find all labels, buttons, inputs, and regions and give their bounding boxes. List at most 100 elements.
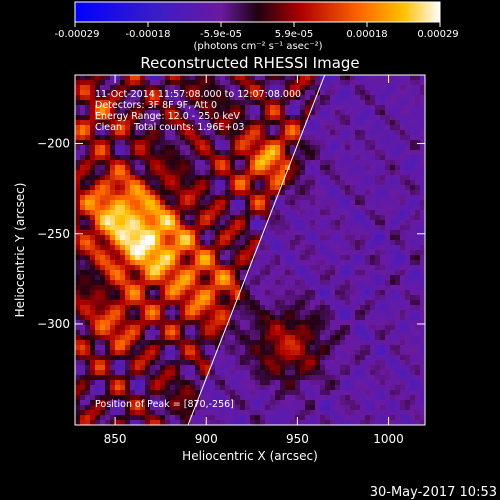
- heatmap-pixel: [325, 340, 331, 346]
- heatmap-pixel: [130, 225, 136, 231]
- heatmap-pixel: [110, 105, 116, 111]
- heatmap-pixel: [215, 150, 221, 156]
- heatmap-pixel: [415, 245, 421, 251]
- heatmap-pixel: [290, 240, 296, 246]
- heatmap-pixel: [230, 290, 236, 296]
- heatmap-pixel: [140, 100, 146, 106]
- heatmap-pixel: [405, 350, 411, 356]
- heatmap-pixel: [180, 335, 186, 341]
- heatmap-pixel: [135, 210, 141, 216]
- heatmap-pixel: [275, 260, 281, 266]
- heatmap-pixel: [105, 335, 111, 341]
- heatmap-pixel: [415, 90, 421, 96]
- heatmap-pixel: [120, 75, 126, 81]
- heatmap-pixel: [355, 75, 361, 81]
- heatmap-pixel: [235, 95, 241, 101]
- heatmap-pixel: [215, 330, 221, 336]
- heatmap-pixel: [385, 205, 391, 211]
- heatmap-pixel: [275, 350, 281, 356]
- heatmap-pixel: [320, 160, 326, 166]
- heatmap-pixel: [195, 175, 201, 181]
- heatmap-pixel: [375, 75, 381, 81]
- heatmap-pixel: [320, 270, 326, 276]
- heatmap-pixel: [370, 290, 376, 296]
- heatmap-pixel: [415, 390, 421, 396]
- heatmap-pixel: [215, 270, 221, 276]
- heatmap-pixel: [320, 415, 326, 421]
- heatmap-pixel: [90, 195, 96, 201]
- heatmap-pixel: [190, 315, 196, 321]
- heatmap-pixel: [125, 160, 131, 166]
- heatmap-pixel: [310, 220, 316, 226]
- heatmap-pixel: [110, 350, 116, 356]
- heatmap-pixel: [325, 285, 331, 291]
- heatmap-pixel: [185, 195, 191, 201]
- heatmap-pixel: [180, 325, 186, 331]
- heatmap-pixel: [370, 85, 376, 91]
- heatmap-pixel: [360, 295, 366, 301]
- heatmap-pixel: [360, 125, 366, 131]
- heatmap-pixel: [305, 180, 311, 186]
- heatmap-pixel: [185, 90, 191, 96]
- heatmap-pixel: [170, 95, 176, 101]
- heatmap-pixel: [125, 325, 131, 331]
- heatmap-pixel: [410, 295, 416, 301]
- heatmap-pixel: [265, 155, 271, 161]
- heatmap-pixel: [360, 265, 366, 271]
- heatmap-pixel: [130, 90, 136, 96]
- heatmap-pixel: [100, 125, 106, 131]
- heatmap-pixel: [190, 220, 196, 226]
- heatmap-pixel: [405, 390, 411, 396]
- heatmap-pixel: [335, 105, 341, 111]
- heatmap-pixel: [325, 100, 331, 106]
- heatmap-pixel: [415, 275, 421, 281]
- heatmap-pixel: [75, 135, 81, 141]
- heatmap-pixel: [170, 180, 176, 186]
- heatmap-pixel: [245, 90, 251, 96]
- heatmap-pixel: [260, 420, 266, 425]
- heatmap-pixel: [340, 115, 346, 121]
- heatmap-pixel: [110, 285, 116, 291]
- heatmap-pixel: [395, 90, 401, 96]
- heatmap-pixel: [375, 200, 381, 206]
- heatmap-pixel: [410, 375, 416, 381]
- heatmap-pixel: [175, 265, 181, 271]
- heatmap-pixel: [290, 330, 296, 336]
- heatmap-pixel: [260, 135, 266, 141]
- heatmap-pixel: [105, 260, 111, 266]
- heatmap-pixel: [235, 110, 241, 116]
- heatmap-pixel: [95, 315, 101, 321]
- heatmap-pixel: [255, 130, 261, 136]
- heatmap-pixel: [230, 90, 236, 96]
- heatmap-pixel: [195, 100, 201, 106]
- heatmap-pixel: [135, 150, 141, 156]
- heatmap-pixel: [180, 255, 186, 261]
- heatmap-pixel: [280, 390, 286, 396]
- heatmap-pixel: [260, 150, 266, 156]
- heatmap-pixel: [330, 355, 336, 361]
- heatmap-pixel: [345, 130, 351, 136]
- heatmap-pixel: [380, 265, 386, 271]
- heatmap-pixel: [360, 385, 366, 391]
- heatmap-pixel: [100, 80, 106, 86]
- heatmap-pixel: [185, 340, 191, 346]
- heatmap-pixel: [285, 235, 291, 241]
- heatmap-pixel: [130, 385, 136, 391]
- heatmap-pixel: [355, 420, 361, 425]
- heatmap-pixel: [215, 295, 221, 301]
- heatmap-pixel: [240, 390, 246, 396]
- heatmap-pixel: [345, 145, 351, 151]
- heatmap-pixel: [120, 255, 126, 261]
- heatmap-pixel: [160, 375, 166, 381]
- heatmap-pixel: [280, 75, 286, 81]
- heatmap-pixel: [100, 270, 106, 276]
- heatmap-pixel: [230, 340, 236, 346]
- heatmap-pixel: [280, 230, 286, 236]
- heatmap-pixel: [235, 305, 241, 311]
- heatmap-pixel: [190, 245, 196, 251]
- heatmap-pixel: [235, 280, 241, 286]
- heatmap-pixel: [115, 175, 121, 181]
- heatmap-pixel: [380, 380, 386, 386]
- heatmap-pixel: [165, 370, 171, 376]
- heatmap-pixel: [280, 300, 286, 306]
